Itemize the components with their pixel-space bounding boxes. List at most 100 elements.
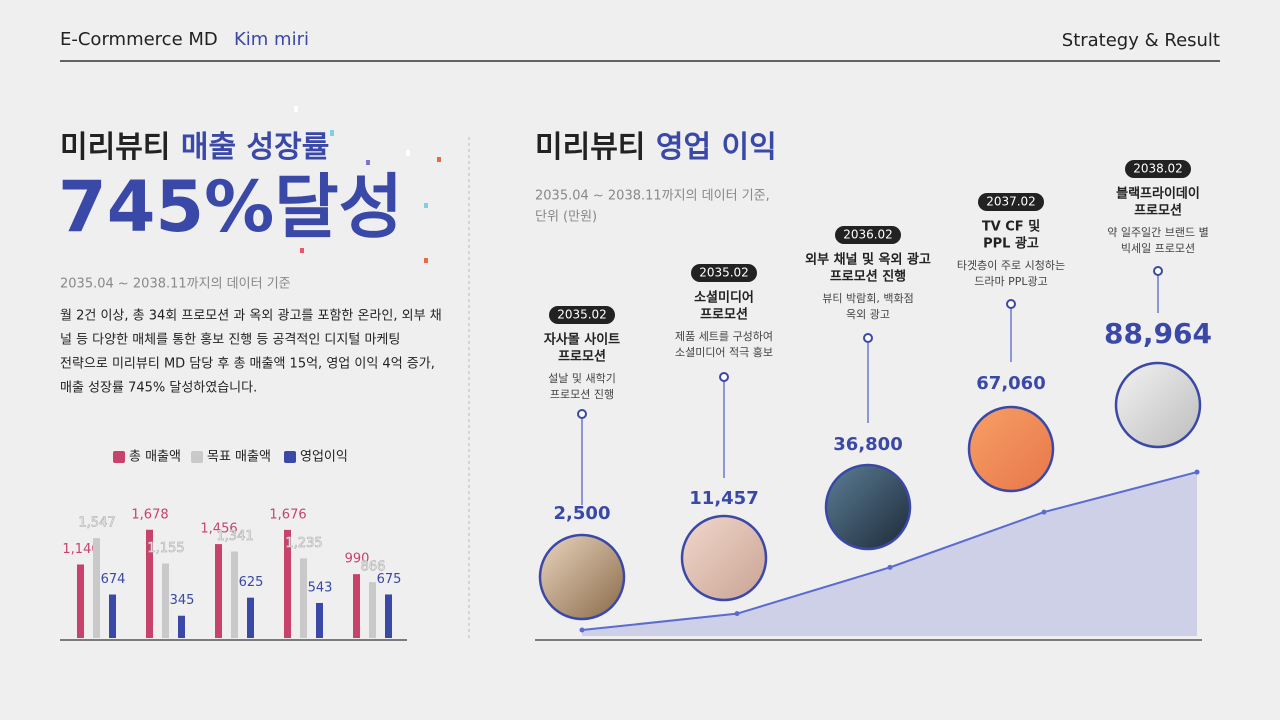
value-label: 11,457 [689, 488, 758, 509]
ring [863, 333, 873, 343]
value-label: 543 [308, 580, 333, 595]
note-line: 단위 (만원) [535, 210, 597, 225]
bar [162, 563, 169, 638]
event-desc: 옥외 광고 [846, 308, 890, 321]
value-label: 345 [170, 593, 195, 608]
bar [300, 558, 307, 638]
body-line: 널 등 다양한 매체를 통한 홍보 진행 등 공격적인 디지털 마케팅 [60, 332, 400, 348]
value-label: 990 [345, 552, 370, 567]
value-label: 1,456 [200, 522, 237, 537]
header-left: E-Cormmerce MD [60, 29, 218, 50]
ring [1006, 299, 1016, 309]
value-label: 36,800 [833, 434, 902, 455]
date-label: 2038.02 [1133, 162, 1183, 176]
bar [284, 529, 291, 638]
note-line: 2035.04 ~ 2038.11까지의 데이터 기준, [535, 189, 770, 204]
value-label: 674 [101, 572, 126, 587]
date-pill [1125, 160, 1191, 178]
legend-swatch [191, 451, 203, 463]
value-label: 1,676 [269, 507, 306, 522]
bar [215, 544, 222, 638]
legend-label: 목표 매출액 [207, 450, 271, 465]
confetti [294, 106, 441, 263]
date-label: 2036.02 [843, 228, 893, 242]
date-label: 2037.02 [986, 195, 1036, 209]
event-desc: 빅세일 프로모션 [1121, 241, 1195, 255]
legend-swatch [284, 451, 296, 463]
bar [178, 615, 185, 638]
bar [247, 597, 254, 638]
legend-swatch [113, 451, 125, 463]
event-title: PPL 광고 [983, 237, 1039, 252]
bar [146, 529, 153, 638]
event-title: TV CF 및 [982, 220, 1040, 235]
left-title: 미리뷰티 매출 성장률 [60, 130, 329, 165]
point [887, 564, 893, 570]
bar [77, 564, 84, 638]
bar [316, 602, 323, 638]
photo [538, 533, 626, 621]
body-line: 전략으로 미리뷰티 MD 담당 후 총 매출액 15억, 영업 이익 4억 증가… [60, 357, 435, 372]
bar [109, 594, 116, 638]
title-part: 영업 이익 [656, 130, 777, 165]
note: 2035.04 ~ 2038.11까지의 데이터 기준 [60, 277, 291, 292]
point [734, 611, 740, 617]
event-title: 프로모션 진행 [830, 269, 906, 285]
bar [369, 582, 376, 638]
event-desc: 드라마 PPL광고 [974, 275, 1048, 288]
event-desc: 설날 및 새학기 [548, 372, 616, 385]
legend-label: 영업이익 [300, 450, 348, 465]
title-part: 매출 성장률 [181, 130, 329, 165]
point [579, 627, 585, 633]
header-right: Strategy & Result [1062, 30, 1220, 51]
body-line: 매출 성장률 745% 달성하였습니다. [60, 381, 257, 396]
right-title: 미리뷰티 영업 이익 [535, 130, 777, 165]
event-title: 외부 채널 및 옥외 광고 [805, 252, 931, 268]
value-label: 67,060 [976, 373, 1045, 394]
date-pill [549, 306, 615, 324]
ring [1153, 266, 1163, 276]
body: 월 2건 이상, 총 34회 프로모션 과 옥외 광고를 포함한 온라인, 외부… [60, 309, 442, 396]
body-line: 월 2건 이상, 총 34회 프로모션 과 옥외 광고를 포함한 온라인, 외부… [60, 309, 442, 324]
event-title: 프로모션 [700, 308, 748, 323]
title-part: 미리뷰티 [60, 130, 170, 165]
event-title: 소셜미디어 [694, 290, 754, 306]
event-title: 자사몰 사이트 [544, 332, 620, 348]
date-pill [691, 264, 757, 282]
value-label: 1,341 [216, 529, 253, 544]
value-label: 1,235 [285, 536, 322, 551]
legend-label: 총 매출액 [129, 450, 181, 465]
event-title: 블랙프라이데이 [1116, 186, 1200, 202]
date-label: 2035.02 [699, 266, 749, 280]
bar [93, 538, 100, 638]
event-desc: 약 일주일간 브랜드 별 [1107, 225, 1209, 239]
bar [353, 574, 360, 638]
value-label: 1,140 [62, 542, 99, 557]
event-desc: 프로모션 진행 [550, 388, 614, 401]
point [1194, 469, 1200, 475]
value-label: 1,155 [147, 541, 184, 556]
value-label: 2,500 [554, 503, 611, 524]
ring [577, 409, 587, 419]
headline: 745%달성 [58, 166, 403, 248]
title-part: 미리뷰티 [535, 130, 645, 165]
photo [967, 405, 1055, 493]
date-label: 2035.02 [557, 308, 607, 322]
value-label: 1,547 [78, 516, 115, 531]
photo [1114, 361, 1202, 449]
value-label: 866 [361, 560, 386, 575]
value-label: 625 [239, 575, 264, 590]
value-label: 1,678 [131, 507, 168, 522]
event-title: 프로모션 [558, 350, 606, 365]
bar [231, 551, 238, 638]
event-desc: 타겟층이 주로 시청하는 [957, 258, 1065, 272]
header-name: Kim miri [234, 29, 309, 50]
event-desc: 제품 세트를 구성하여 [675, 329, 773, 343]
value-label: 88,964 [1104, 317, 1212, 350]
ring [719, 372, 729, 382]
point [1041, 509, 1047, 515]
value-label: 675 [377, 572, 402, 587]
date-pill [835, 226, 901, 244]
